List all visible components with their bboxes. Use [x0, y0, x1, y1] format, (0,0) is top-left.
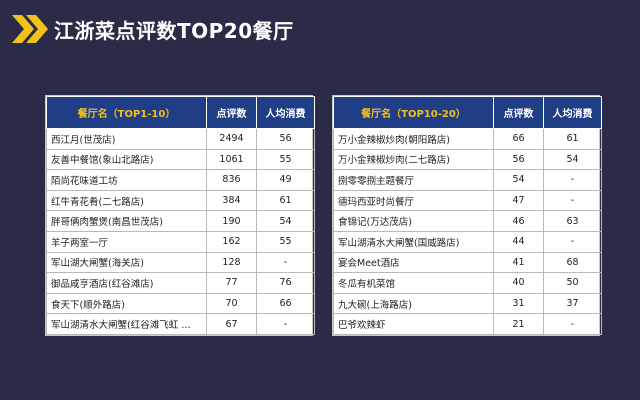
- table-row: 军山湖大闸蟹(海关店) 128-: [46, 251, 315, 274]
- restaurant-name-cell: 友善中餐馆(象山北路店): [46, 148, 207, 171]
- review-count-cell: 46: [493, 210, 544, 232]
- review-count-cell: 54: [493, 169, 544, 191]
- avg-spend-cell: -: [543, 189, 602, 212]
- restaurant-name-cell: 西江月(世茂店): [46, 128, 207, 150]
- review-count-cell: 70: [206, 292, 257, 315]
- review-count-cell: 47: [493, 189, 544, 212]
- restaurant-name-cell: 御品咸亨酒店(红谷滩店): [46, 272, 207, 294]
- restaurant-name-cell: 军山湖大闸蟹(海关店): [46, 251, 207, 274]
- restaurant-name-cell: 胖哥俩肉蟹煲(南昌世茂店): [46, 210, 207, 232]
- restaurant-name-cell: 军山湖清水大闸蟹(红谷滩飞虹 …: [46, 313, 207, 335]
- table-header-row: 餐厅名（TOP1-10） 点评数 人均消费: [46, 96, 315, 129]
- table-row: 西江月(世茂店) 2494 56: [46, 128, 315, 150]
- avg-spend-cell: 66: [256, 292, 315, 315]
- table-row: 军山湖清水大闸蟹(红谷滩飞虹 … 67-: [46, 313, 315, 335]
- review-count-cell: 40: [493, 272, 544, 294]
- avg-spend-cell: -: [543, 230, 602, 253]
- review-count-cell: 836: [206, 169, 257, 191]
- table-row: 羊子两室一厅 162 55: [46, 230, 315, 253]
- restaurant-name-cell: 食锦记(万达茂店): [333, 210, 494, 232]
- review-count-cell: 44: [493, 230, 544, 253]
- table-header-row: 餐厅名（TOP10-20） 点评数 人均消费: [333, 96, 602, 129]
- table-body: 西江月(世茂店) 2494 56 友善中餐馆(象山北路店) 1061 55 陌尚花味道工坊 8…: [46, 128, 315, 335]
- column-header-restaurant: 餐厅名（TOP10-20）: [333, 96, 494, 129]
- top10-20-table: 餐厅名（TOP10-20） 点评数 人均消费 万小金辣椒炒肉(朝阳路店) 66 61…: [332, 95, 602, 336]
- restaurant-name-cell: 宴会Meet酒店: [333, 251, 494, 274]
- table-row: 胖哥俩肉蟹煲(南昌世茂店) 190 54: [46, 210, 315, 232]
- table-row: 食锦记(万达茂店) 46 63: [333, 210, 602, 232]
- review-count-cell: 77: [206, 272, 257, 294]
- avg-spend-cell: 37: [543, 292, 602, 315]
- restaurant-name-cell: 九大碗(上海路店): [333, 292, 494, 315]
- column-header-reviews: 点评数: [206, 96, 257, 129]
- column-header-restaurant: 餐厅名（TOP1-10）: [46, 96, 207, 129]
- avg-spend-cell: 49: [256, 169, 315, 191]
- table-row: 宴会Meet酒店 41 68: [333, 251, 602, 274]
- avg-spend-cell: 68: [543, 251, 602, 274]
- table-row: 御品咸亨酒店(红谷滩店) 77 76: [46, 272, 315, 294]
- table-row: 九大碗(上海路店) 31 37: [333, 292, 602, 315]
- top1-10-table: 餐厅名（TOP1-10） 点评数 人均消费 西江月(世茂店) 2494 56 友善中餐…: [45, 95, 315, 336]
- avg-spend-cell: 50: [543, 272, 602, 294]
- table-row: 捌零零捌主题餐厅 54-: [333, 169, 602, 191]
- review-count-cell: 128: [206, 251, 257, 274]
- column-header-avg-spend: 人均消费: [256, 96, 315, 129]
- table-row: 德玛西亚时尚餐厅 47-: [333, 189, 602, 212]
- review-count-cell: 67: [206, 313, 257, 335]
- page-title: 江浙菜点评数TOP20餐厅: [54, 18, 294, 43]
- review-count-cell: 190: [206, 210, 257, 232]
- avg-spend-cell: 61: [256, 189, 315, 212]
- review-count-cell: 21: [493, 313, 544, 335]
- review-count-cell: 31: [493, 292, 544, 315]
- avg-spend-cell: 54: [543, 148, 602, 171]
- restaurant-name-cell: 军山湖清水大闸蟹(国威路店): [333, 230, 494, 253]
- avg-spend-cell: 55: [256, 148, 315, 171]
- avg-spend-cell: -: [543, 169, 602, 191]
- table-body: 万小金辣椒炒肉(朝阳路店) 66 61 万小金辣椒炒肉(二七路店) 56 54 捌零零捌主题…: [333, 128, 602, 335]
- restaurant-name-cell: 食天下(顺外路店): [46, 292, 207, 315]
- column-header-avg-spend: 人均消费: [543, 96, 602, 129]
- avg-spend-cell: -: [543, 313, 602, 335]
- avg-spend-cell: -: [256, 313, 315, 335]
- restaurant-name-cell: 红牛青花肴(二七路店): [46, 189, 207, 212]
- restaurant-name-cell: 德玛西亚时尚餐厅: [333, 189, 494, 212]
- avg-spend-cell: 55: [256, 230, 315, 253]
- table-row: 巴爷欢辣虾 21-: [333, 313, 602, 335]
- avg-spend-cell: -: [256, 251, 315, 274]
- restaurant-name-cell: 万小金辣椒炒肉(朝阳路店): [333, 128, 494, 150]
- restaurant-name-cell: 巴爷欢辣虾: [333, 313, 494, 335]
- avg-spend-cell: 63: [543, 210, 602, 232]
- review-count-cell: 1061: [206, 148, 257, 171]
- table-row: 陌尚花味道工坊 836 49: [46, 169, 315, 191]
- column-header-reviews: 点评数: [493, 96, 544, 129]
- table-row: 万小金辣椒炒肉(朝阳路店) 66 61: [333, 128, 602, 150]
- restaurant-name-cell: 陌尚花味道工坊: [46, 169, 207, 191]
- restaurant-name-cell: 冬瓜有机菜馆: [333, 272, 494, 294]
- review-count-cell: 41: [493, 251, 544, 274]
- restaurant-name-cell: 捌零零捌主题餐厅: [333, 169, 494, 191]
- table-row: 军山湖清水大闸蟹(国威路店) 44-: [333, 230, 602, 253]
- avg-spend-cell: 56: [256, 128, 315, 150]
- review-count-cell: 66: [493, 128, 544, 150]
- table-row: 食天下(顺外路店) 70 66: [46, 292, 315, 315]
- review-count-cell: 384: [206, 189, 257, 212]
- review-count-cell: 56: [493, 148, 544, 171]
- page-header: 江浙菜点评数TOP20餐厅: [10, 12, 294, 46]
- table-row: 红牛青花肴(二七路店) 384 61: [46, 189, 315, 212]
- table-row: 友善中餐馆(象山北路店) 1061 55: [46, 148, 315, 171]
- review-count-cell: 162: [206, 230, 257, 253]
- avg-spend-cell: 76: [256, 272, 315, 294]
- avg-spend-cell: 54: [256, 210, 315, 232]
- table-row: 冬瓜有机菜馆 40 50: [333, 272, 602, 294]
- review-count-cell: 2494: [206, 128, 257, 150]
- restaurant-name-cell: 羊子两室一厅: [46, 230, 207, 253]
- chevron-right-icon: [10, 13, 48, 45]
- avg-spend-cell: 61: [543, 128, 602, 150]
- restaurant-name-cell: 万小金辣椒炒肉(二七路店): [333, 148, 494, 171]
- table-row: 万小金辣椒炒肉(二七路店) 56 54: [333, 148, 602, 171]
